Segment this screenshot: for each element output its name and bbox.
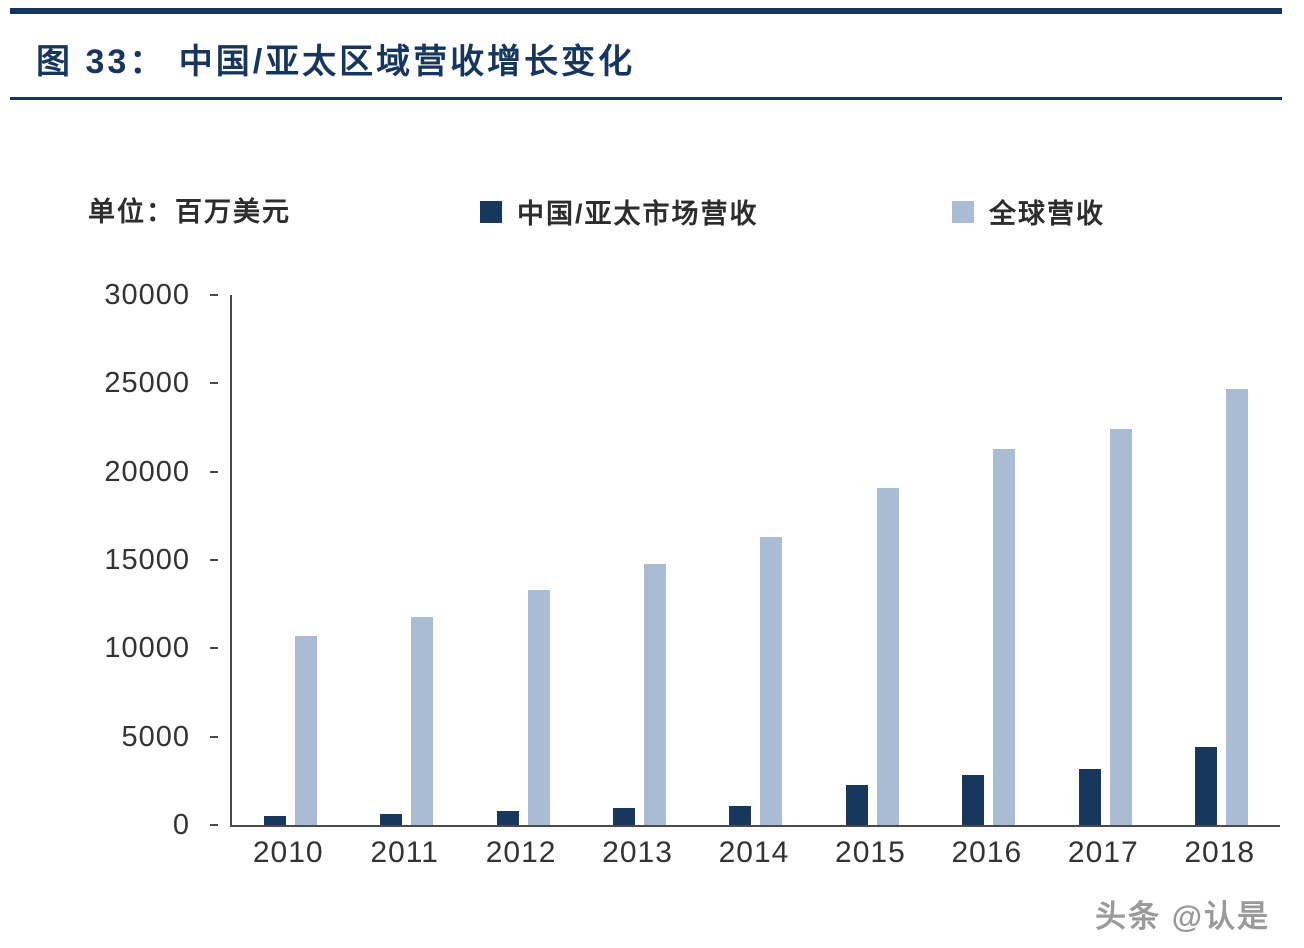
bar-global-2011 <box>411 617 434 825</box>
x-axis-label-2015: 2015 <box>835 836 906 869</box>
legend-item-china-apac: 中国/亚太市场营收 <box>480 192 759 231</box>
bar-group-2012 <box>465 295 581 825</box>
bar-global-2017 <box>1109 429 1132 825</box>
bar-china-apac-2014 <box>729 806 752 825</box>
bar-group-2016 <box>931 295 1047 825</box>
y-axis-tick-mark <box>210 559 218 561</box>
bar-group-2017 <box>1047 295 1163 825</box>
y-axis-tick-mark <box>210 294 218 296</box>
bar-china-apac-2011 <box>380 814 403 825</box>
legend-label: 全球营收 <box>989 199 1105 229</box>
bar-global-2015 <box>876 488 899 825</box>
x-axis-label-2012: 2012 <box>485 836 557 869</box>
top-divider-rule <box>10 8 1282 14</box>
y-axis-tick-label: 0 <box>172 809 190 841</box>
x-axis-label-2014: 2014 <box>718 836 790 869</box>
bar-china-apac-2016 <box>962 775 985 825</box>
bar-china-apac-2018 <box>1195 747 1218 825</box>
y-axis-tick-label: 25000 <box>104 367 190 400</box>
y-axis-tick-mark <box>210 735 218 738</box>
x-axis-label-2013: 2013 <box>602 836 673 869</box>
bar-group-2011 <box>348 295 464 825</box>
y-axis-tick-label: 5000 <box>121 720 190 753</box>
bar-group-2015 <box>814 295 930 825</box>
bar-china-apac-2012 <box>496 811 519 825</box>
bar-global-2010 <box>294 636 317 825</box>
bar-china-apac-2015 <box>845 785 868 825</box>
y-axis-tick-label: 15000 <box>104 544 190 576</box>
y-axis: 0 5000 10000 15000 20000 25000 30000 <box>50 279 218 841</box>
unit-label: 单位：百万美元 <box>88 197 291 227</box>
bar-group-2018 <box>1164 295 1280 825</box>
y-axis-tick-label: 10000 <box>104 632 190 665</box>
title-underline-rule <box>10 97 1282 100</box>
bar-global-2014 <box>760 537 783 825</box>
bar-chart-plot-area <box>230 295 1280 827</box>
y-axis-tick-mark <box>210 647 218 650</box>
y-axis-tick-label: 20000 <box>104 455 190 488</box>
legend-label: 中国/亚太市场营收 <box>517 199 759 229</box>
bar-china-apac-2010 <box>263 816 286 825</box>
bar-group-2014 <box>698 295 814 825</box>
bar-china-apac-2017 <box>1078 769 1101 825</box>
legend-swatch-china-apac <box>480 200 502 223</box>
bar-global-2013 <box>644 564 667 825</box>
y-axis-tick-label: 30000 <box>104 279 190 311</box>
x-axis-label-2011: 2011 <box>370 836 439 869</box>
x-axis-label-2016: 2016 <box>951 836 1023 869</box>
y-axis-tick-mark <box>210 824 218 826</box>
x-axis-labels: 2010 2011 2012 2013 2014 2015 2016 2017 2018 <box>230 836 1278 870</box>
bar-china-apac-2013 <box>613 808 636 825</box>
bar-global-2012 <box>527 590 550 825</box>
bar-group-2013 <box>581 295 697 825</box>
figure-title: 图 33： 中国/亚太区域营收增长变化 <box>36 43 636 81</box>
y-axis-tick-mark <box>210 382 218 385</box>
watermark-text: 头条 @认是 <box>1095 899 1270 934</box>
legend-item-global: 全球营收 <box>952 192 1105 231</box>
bar-group-2010 <box>232 295 348 825</box>
bar-global-2018 <box>1226 389 1249 825</box>
x-axis-label-2017: 2017 <box>1067 836 1139 869</box>
bar-global-2016 <box>993 449 1016 825</box>
x-axis-label-2010: 2010 <box>252 836 324 869</box>
y-axis-tick-mark <box>210 470 218 473</box>
legend-swatch-global <box>952 200 974 223</box>
x-axis-label-2018: 2018 <box>1184 836 1256 869</box>
